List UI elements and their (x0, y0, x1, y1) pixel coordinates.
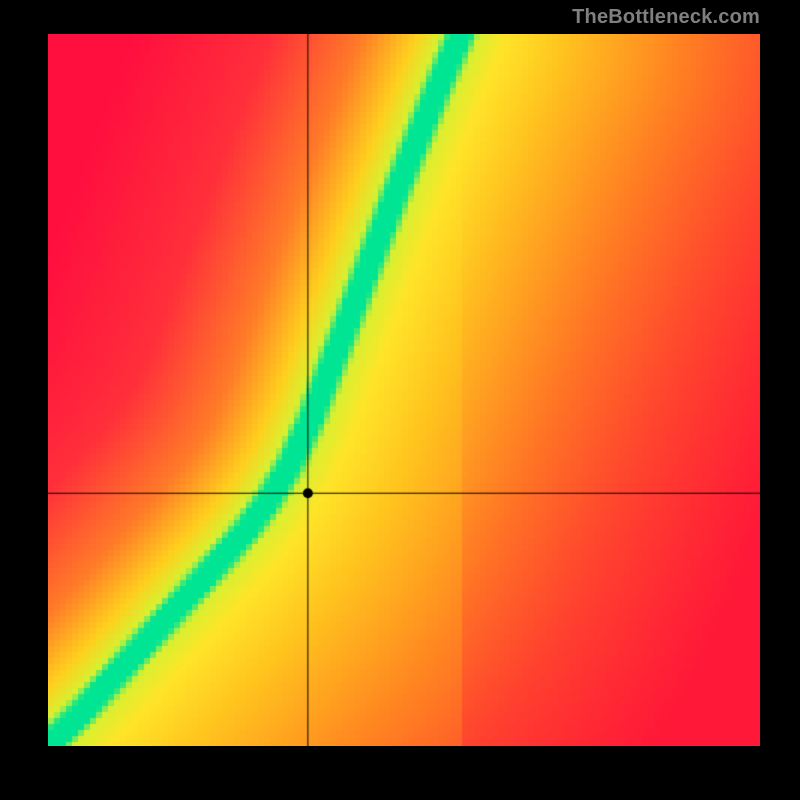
heatmap-canvas (48, 34, 760, 746)
watermark-text: TheBottleneck.com (572, 6, 760, 29)
bottleneck-heatmap (48, 34, 760, 746)
